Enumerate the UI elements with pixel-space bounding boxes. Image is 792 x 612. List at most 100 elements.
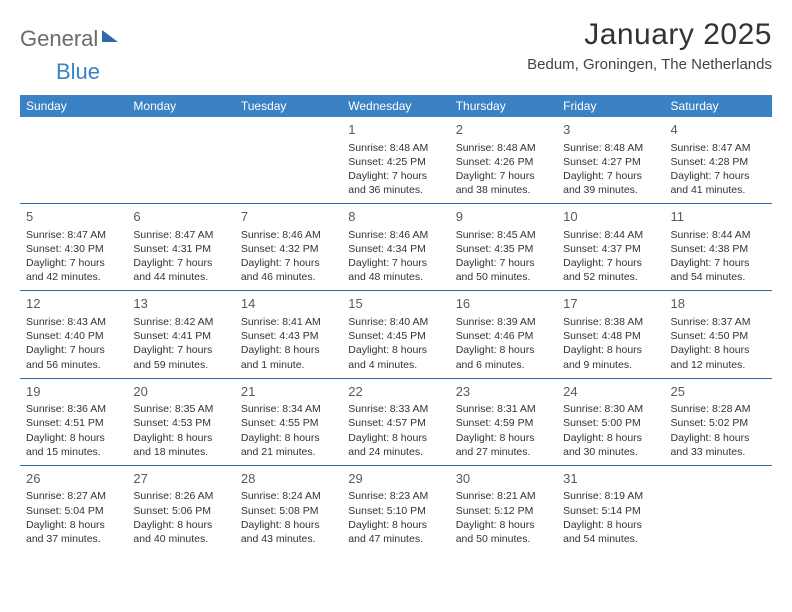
daylight-text-1: Daylight: 8 hours xyxy=(348,343,443,357)
calendar-week-row: 26Sunrise: 8:27 AMSunset: 5:04 PMDayligh… xyxy=(20,465,772,552)
sunrise-text: Sunrise: 8:34 AM xyxy=(241,402,336,416)
calendar-day-cell: 9Sunrise: 8:45 AMSunset: 4:35 PMDaylight… xyxy=(450,204,557,291)
daylight-text-2: and 50 minutes. xyxy=(456,532,551,546)
sunrise-text: Sunrise: 8:36 AM xyxy=(26,402,121,416)
daylight-text-1: Daylight: 7 hours xyxy=(671,169,766,183)
daylight-text-2: and 52 minutes. xyxy=(563,270,658,284)
calendar-day-cell: 12Sunrise: 8:43 AMSunset: 4:40 PMDayligh… xyxy=(20,291,127,378)
daylight-text-1: Daylight: 8 hours xyxy=(456,343,551,357)
daylight-text-2: and 36 minutes. xyxy=(348,183,443,197)
sunset-text: Sunset: 4:31 PM xyxy=(133,242,228,256)
calendar-day-cell: 28Sunrise: 8:24 AMSunset: 5:08 PMDayligh… xyxy=(235,465,342,552)
daylight-text-1: Daylight: 8 hours xyxy=(563,431,658,445)
sunset-text: Sunset: 4:26 PM xyxy=(456,155,551,169)
calendar-day-cell: 5Sunrise: 8:47 AMSunset: 4:30 PMDaylight… xyxy=(20,204,127,291)
sunrise-text: Sunrise: 8:41 AM xyxy=(241,315,336,329)
sunrise-text: Sunrise: 8:21 AM xyxy=(456,489,551,503)
sunset-text: Sunset: 4:35 PM xyxy=(456,242,551,256)
daylight-text-2: and 40 minutes. xyxy=(133,532,228,546)
daylight-text-1: Daylight: 7 hours xyxy=(348,256,443,270)
daylight-text-2: and 6 minutes. xyxy=(456,358,551,372)
day-number: 11 xyxy=(671,208,766,226)
calendar-day-cell: 10Sunrise: 8:44 AMSunset: 4:37 PMDayligh… xyxy=(557,204,664,291)
sunrise-text: Sunrise: 8:47 AM xyxy=(671,141,766,155)
sunrise-text: Sunrise: 8:45 AM xyxy=(456,228,551,242)
daylight-text-1: Daylight: 8 hours xyxy=(241,343,336,357)
daylight-text-2: and 43 minutes. xyxy=(241,532,336,546)
dow-thursday: Thursday xyxy=(450,95,557,117)
day-number: 17 xyxy=(563,295,658,313)
daylight-text-1: Daylight: 8 hours xyxy=(241,431,336,445)
daylight-text-1: Daylight: 7 hours xyxy=(456,256,551,270)
calendar-day-cell: 24Sunrise: 8:30 AMSunset: 5:00 PMDayligh… xyxy=(557,378,664,465)
daylight-text-1: Daylight: 8 hours xyxy=(348,431,443,445)
daylight-text-1: Daylight: 8 hours xyxy=(133,431,228,445)
daylight-text-1: Daylight: 7 hours xyxy=(671,256,766,270)
daylight-text-1: Daylight: 8 hours xyxy=(456,518,551,532)
calendar-day-cell: 8Sunrise: 8:46 AMSunset: 4:34 PMDaylight… xyxy=(342,204,449,291)
logo: General xyxy=(20,26,120,52)
sunrise-text: Sunrise: 8:48 AM xyxy=(563,141,658,155)
daylight-text-2: and 18 minutes. xyxy=(133,445,228,459)
daylight-text-1: Daylight: 7 hours xyxy=(563,256,658,270)
sunset-text: Sunset: 5:14 PM xyxy=(563,504,658,518)
daylight-text-2: and 9 minutes. xyxy=(563,358,658,372)
sunrise-text: Sunrise: 8:40 AM xyxy=(348,315,443,329)
calendar-day-cell: 19Sunrise: 8:36 AMSunset: 4:51 PMDayligh… xyxy=(20,378,127,465)
logo-text-blue: Blue xyxy=(56,59,100,84)
calendar-week-row: 19Sunrise: 8:36 AMSunset: 4:51 PMDayligh… xyxy=(20,378,772,465)
daylight-text-1: Daylight: 8 hours xyxy=(563,518,658,532)
daylight-text-2: and 54 minutes. xyxy=(671,270,766,284)
sunset-text: Sunset: 5:12 PM xyxy=(456,504,551,518)
daylight-text-2: and 30 minutes. xyxy=(563,445,658,459)
calendar-day-cell: 14Sunrise: 8:41 AMSunset: 4:43 PMDayligh… xyxy=(235,291,342,378)
day-number: 2 xyxy=(456,121,551,139)
sunset-text: Sunset: 4:57 PM xyxy=(348,416,443,430)
calendar-day-cell: 6Sunrise: 8:47 AMSunset: 4:31 PMDaylight… xyxy=(127,204,234,291)
day-number: 26 xyxy=(26,470,121,488)
sunset-text: Sunset: 5:00 PM xyxy=(563,416,658,430)
sunrise-text: Sunrise: 8:31 AM xyxy=(456,402,551,416)
daylight-text-1: Daylight: 8 hours xyxy=(348,518,443,532)
sunset-text: Sunset: 4:51 PM xyxy=(26,416,121,430)
daylight-text-1: Daylight: 7 hours xyxy=(563,169,658,183)
sunrise-text: Sunrise: 8:26 AM xyxy=(133,489,228,503)
sunrise-text: Sunrise: 8:47 AM xyxy=(133,228,228,242)
sunrise-text: Sunrise: 8:35 AM xyxy=(133,402,228,416)
dow-saturday: Saturday xyxy=(665,95,772,117)
day-number: 3 xyxy=(563,121,658,139)
daylight-text-1: Daylight: 7 hours xyxy=(133,256,228,270)
sunrise-text: Sunrise: 8:30 AM xyxy=(563,402,658,416)
calendar-day-cell: 3Sunrise: 8:48 AMSunset: 4:27 PMDaylight… xyxy=(557,117,664,204)
daylight-text-2: and 12 minutes. xyxy=(671,358,766,372)
dow-monday: Monday xyxy=(127,95,234,117)
calendar-day-cell: 22Sunrise: 8:33 AMSunset: 4:57 PMDayligh… xyxy=(342,378,449,465)
month-title: January 2025 xyxy=(527,18,772,52)
sunrise-text: Sunrise: 8:37 AM xyxy=(671,315,766,329)
daylight-text-2: and 27 minutes. xyxy=(456,445,551,459)
day-number: 23 xyxy=(456,383,551,401)
sunset-text: Sunset: 4:30 PM xyxy=(26,242,121,256)
daylight-text-2: and 37 minutes. xyxy=(26,532,121,546)
day-number: 7 xyxy=(241,208,336,226)
day-number: 15 xyxy=(348,295,443,313)
title-block: January 2025 Bedum, Groningen, The Nethe… xyxy=(527,18,772,73)
sunrise-text: Sunrise: 8:46 AM xyxy=(348,228,443,242)
calendar-empty-cell xyxy=(665,465,772,552)
calendar-body: 1Sunrise: 8:48 AMSunset: 4:25 PMDaylight… xyxy=(20,117,772,552)
daylight-text-1: Daylight: 7 hours xyxy=(348,169,443,183)
daylight-text-2: and 41 minutes. xyxy=(671,183,766,197)
day-number: 30 xyxy=(456,470,551,488)
sunrise-text: Sunrise: 8:48 AM xyxy=(348,141,443,155)
calendar-day-cell: 20Sunrise: 8:35 AMSunset: 4:53 PMDayligh… xyxy=(127,378,234,465)
calendar-day-cell: 16Sunrise: 8:39 AMSunset: 4:46 PMDayligh… xyxy=(450,291,557,378)
sunrise-text: Sunrise: 8:44 AM xyxy=(671,228,766,242)
sunset-text: Sunset: 4:40 PM xyxy=(26,329,121,343)
sunset-text: Sunset: 4:53 PM xyxy=(133,416,228,430)
sunset-text: Sunset: 4:37 PM xyxy=(563,242,658,256)
daylight-text-1: Daylight: 8 hours xyxy=(563,343,658,357)
daylight-text-1: Daylight: 8 hours xyxy=(241,518,336,532)
sunset-text: Sunset: 4:28 PM xyxy=(671,155,766,169)
calendar-week-row: 1Sunrise: 8:48 AMSunset: 4:25 PMDaylight… xyxy=(20,117,772,204)
day-number: 16 xyxy=(456,295,551,313)
